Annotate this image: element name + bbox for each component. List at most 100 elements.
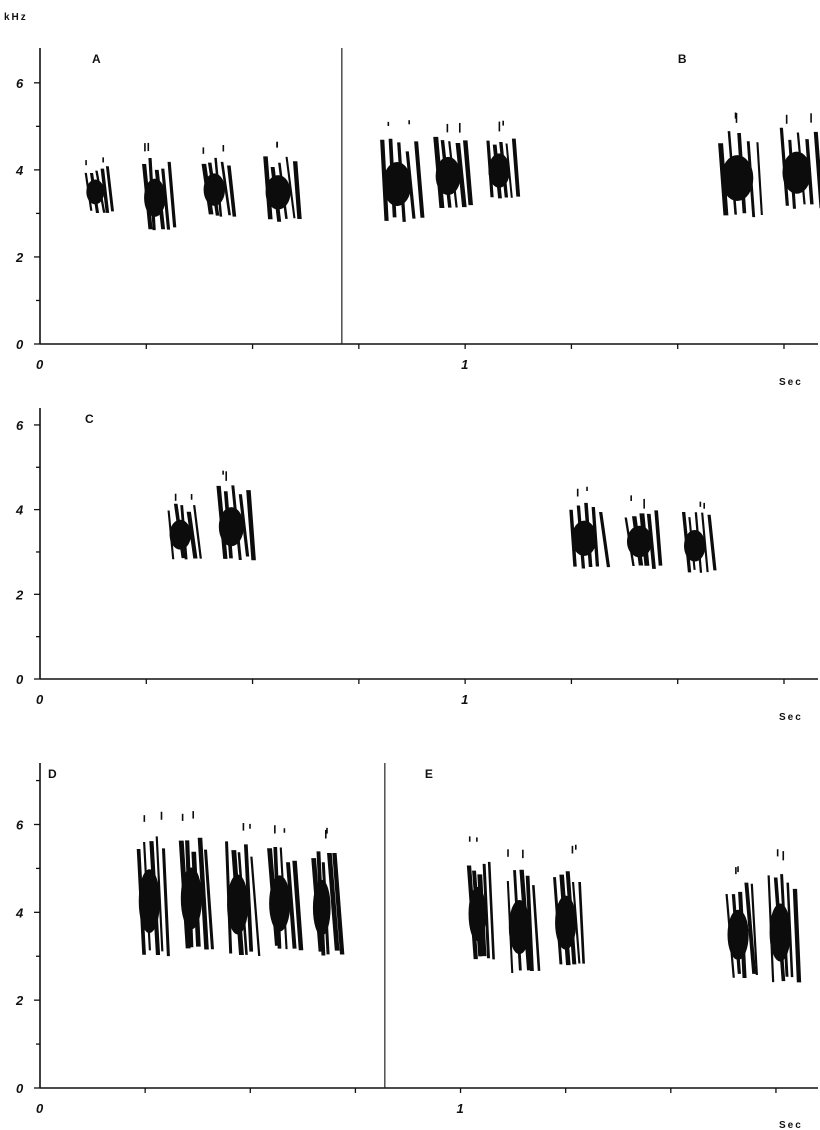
- x-tick-label: 0: [36, 357, 44, 372]
- syllable-streak: [744, 882, 757, 974]
- syllable-fragment: [144, 143, 146, 152]
- syllable-streak: [292, 161, 302, 220]
- syllable-streak: [250, 856, 261, 956]
- spectrogram-chart-2: 0 2 4 6 0 1 Sec C: [15, 408, 818, 723]
- syllable-mark: [225, 823, 261, 956]
- y-tick-label: 4: [15, 905, 24, 920]
- syllable-fragment: [202, 147, 205, 154]
- syllable-core: [203, 173, 226, 206]
- syllable-fragment: [522, 849, 524, 859]
- syllable-mark: [725, 866, 758, 978]
- syllable-streak: [227, 165, 237, 217]
- x-tick-label: 1: [461, 692, 468, 707]
- syllable-streak: [463, 140, 473, 206]
- syllable-fragment: [190, 494, 193, 500]
- syllable-mark: [84, 157, 115, 214]
- syllable-streak: [105, 166, 115, 212]
- syllable-fragment: [242, 823, 245, 831]
- syllable-streak: [327, 852, 340, 951]
- x-axis-label: Sec: [779, 712, 803, 723]
- y-tick-label: 4: [15, 503, 24, 518]
- x-axis-label: Sec: [779, 377, 803, 388]
- syllable-streak: [792, 888, 802, 983]
- syllable-streak: [186, 511, 198, 559]
- syllable-streak: [482, 863, 490, 959]
- syllable-fragment: [468, 836, 471, 842]
- syllable-streak: [161, 168, 171, 230]
- syllable-fragment: [387, 121, 390, 127]
- syllable-core: [269, 875, 291, 932]
- syllable-fragment: [810, 113, 812, 123]
- syllable-core: [721, 155, 754, 202]
- syllable-fragment: [703, 502, 706, 509]
- syllable-mark: [466, 836, 495, 960]
- y-tick-label: 0: [16, 337, 24, 352]
- syllable-mark: [486, 120, 521, 199]
- syllable-mark: [178, 811, 214, 950]
- y-tick-label: 2: [15, 250, 24, 265]
- syllable-streak: [756, 142, 763, 216]
- syllable-streak: [100, 168, 110, 213]
- panel-label-e: E: [425, 767, 433, 781]
- x-tick-label: 0: [36, 692, 44, 707]
- syllable-fragment: [283, 828, 286, 833]
- panel-label-d: D: [48, 767, 57, 781]
- syllable-core: [218, 507, 244, 547]
- syllable-mark: [569, 486, 611, 569]
- syllable-fragment: [249, 823, 251, 829]
- syllable-fragment: [476, 837, 478, 842]
- syllable-fragment: [699, 501, 702, 507]
- syllable-streak: [578, 881, 585, 964]
- syllable-fragment: [630, 495, 632, 502]
- syllable-core: [144, 178, 166, 217]
- syllable-streak: [204, 849, 214, 950]
- syllable-core: [508, 900, 531, 955]
- syllable-fragment: [446, 123, 449, 133]
- syllable-streak: [599, 511, 611, 568]
- syllable-streak: [750, 883, 758, 975]
- x-axis-label: Sec: [779, 1120, 803, 1130]
- syllable-fragment: [576, 488, 579, 497]
- panel-label-c: C: [85, 412, 94, 426]
- syllable-streak: [220, 161, 231, 216]
- y-tick-label: 2: [15, 587, 24, 602]
- syllable-core: [468, 886, 487, 941]
- syllable-core: [138, 869, 160, 934]
- x-tick-label: 0: [36, 1101, 44, 1116]
- x-tick-label: 1: [457, 1101, 464, 1116]
- syllable-mark: [142, 142, 177, 231]
- panel-label-b: B: [678, 52, 687, 66]
- syllable-streak: [286, 862, 297, 949]
- syllable-core: [769, 903, 791, 962]
- x-tick-label: 1: [461, 357, 468, 372]
- syllable-mark: [624, 495, 663, 569]
- syllable-streak: [161, 848, 170, 957]
- syllable-fragment: [586, 486, 588, 491]
- syllable-fragment: [102, 157, 104, 163]
- syllable-mark: [506, 849, 541, 974]
- syllable-core: [782, 151, 812, 194]
- khz-unit-label: kHz: [4, 12, 28, 23]
- syllable-core: [86, 179, 105, 205]
- syllable-mark: [718, 112, 763, 218]
- syllable-fragment: [574, 844, 577, 850]
- syllable-fragment: [274, 825, 276, 834]
- syllable-fragment: [734, 112, 737, 119]
- syllable-fragment: [737, 866, 739, 873]
- y-tick-label: 0: [16, 1081, 24, 1096]
- syllable-streak: [654, 510, 663, 566]
- syllable-fragment: [222, 144, 225, 152]
- y-tick-label: 2: [15, 993, 24, 1008]
- syllable-streak: [246, 490, 256, 561]
- syllable-mark: [767, 849, 802, 983]
- syllable-mark: [216, 470, 256, 561]
- syllable-mark: [167, 493, 202, 560]
- spectrogram-chart-1: 0 2 4 6 0 1 Sec A B: [15, 48, 820, 388]
- syllable-core: [382, 162, 412, 207]
- syllable-fragment: [324, 829, 327, 839]
- syllable-mark: [553, 844, 585, 966]
- syllable-fragment: [735, 867, 737, 875]
- syllable-streak: [414, 141, 425, 218]
- syllable-fragment: [782, 851, 785, 861]
